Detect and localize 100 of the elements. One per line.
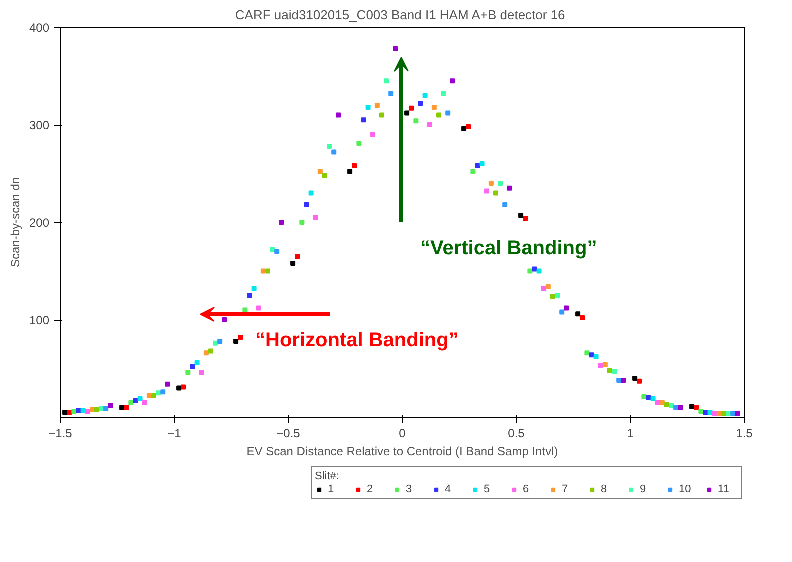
x-tick-label: −0.5 — [276, 426, 301, 440]
point — [388, 91, 394, 96]
point — [213, 340, 218, 346]
point — [186, 370, 191, 376]
point — [564, 306, 570, 311]
point — [85, 409, 90, 414]
point — [104, 406, 109, 412]
y-axis-title: Scan-by-scan dn — [8, 177, 22, 268]
x-tick-label: 0 — [399, 426, 406, 440]
legend-label: 2 — [367, 484, 374, 496]
point — [90, 407, 95, 412]
point — [247, 293, 252, 298]
legend-label: 5 — [484, 484, 492, 496]
point — [80, 408, 86, 414]
point — [322, 173, 328, 178]
point — [546, 284, 551, 290]
point — [674, 405, 679, 410]
point — [726, 411, 732, 416]
point — [265, 268, 270, 274]
point — [698, 409, 704, 414]
point — [62, 410, 68, 416]
point — [616, 378, 622, 383]
point — [67, 410, 72, 416]
annotation: “Horizontal Banding” — [256, 330, 459, 352]
point — [507, 186, 512, 191]
point — [488, 181, 494, 186]
point — [181, 384, 186, 390]
point — [370, 132, 376, 138]
point — [637, 378, 642, 384]
point — [252, 286, 257, 292]
point — [589, 352, 594, 358]
point — [348, 169, 353, 174]
point — [560, 310, 565, 315]
point — [313, 215, 318, 220]
point — [541, 286, 546, 292]
point — [418, 101, 424, 106]
point — [690, 404, 695, 410]
point — [470, 169, 476, 174]
point — [523, 216, 528, 222]
point — [120, 405, 125, 410]
point — [584, 350, 590, 356]
point — [414, 118, 419, 124]
point — [336, 112, 342, 118]
point — [138, 396, 143, 402]
point — [730, 411, 736, 416]
point — [694, 405, 700, 410]
point — [242, 308, 248, 313]
point — [374, 103, 380, 108]
point — [260, 268, 266, 274]
legend-label: 6 — [523, 484, 530, 496]
point — [295, 254, 300, 260]
point — [218, 338, 223, 344]
point — [194, 360, 200, 366]
point — [646, 396, 652, 400]
point — [650, 396, 656, 402]
point — [493, 190, 498, 196]
point — [318, 169, 323, 174]
point — [352, 163, 358, 168]
point — [151, 394, 156, 399]
point — [602, 362, 608, 368]
point — [612, 369, 618, 374]
x-axis-title: EV Scan Distance Relative to Centroid (I Band Samp Intvl) — [246, 444, 558, 458]
point — [133, 398, 138, 404]
point — [446, 110, 451, 116]
point — [518, 213, 524, 218]
point — [222, 318, 228, 322]
point — [160, 390, 166, 395]
point — [484, 188, 490, 194]
point — [124, 405, 130, 410]
y-tick-label: 200 — [29, 216, 50, 230]
point — [142, 400, 148, 406]
point — [379, 112, 384, 118]
point — [332, 150, 337, 155]
point — [290, 260, 296, 266]
point — [393, 46, 398, 52]
point — [664, 402, 670, 408]
point — [99, 406, 104, 412]
legend-label: 11 — [718, 484, 730, 496]
point — [735, 411, 740, 416]
point — [703, 410, 708, 416]
point — [708, 410, 713, 416]
point — [94, 407, 100, 412]
point — [660, 400, 665, 406]
legend-label: 9 — [640, 484, 648, 496]
point — [716, 411, 722, 416]
point — [536, 268, 542, 274]
point — [304, 202, 310, 208]
point — [108, 403, 114, 408]
point — [404, 110, 410, 116]
point — [678, 405, 684, 410]
point — [72, 409, 77, 414]
point — [366, 104, 371, 110]
point — [598, 363, 604, 368]
point — [498, 181, 504, 186]
x-tick-label: 0.5 — [508, 426, 526, 440]
point — [190, 364, 196, 370]
point — [532, 266, 538, 272]
point — [632, 376, 638, 381]
point — [256, 306, 262, 311]
y-tick-label: 300 — [29, 118, 50, 132]
